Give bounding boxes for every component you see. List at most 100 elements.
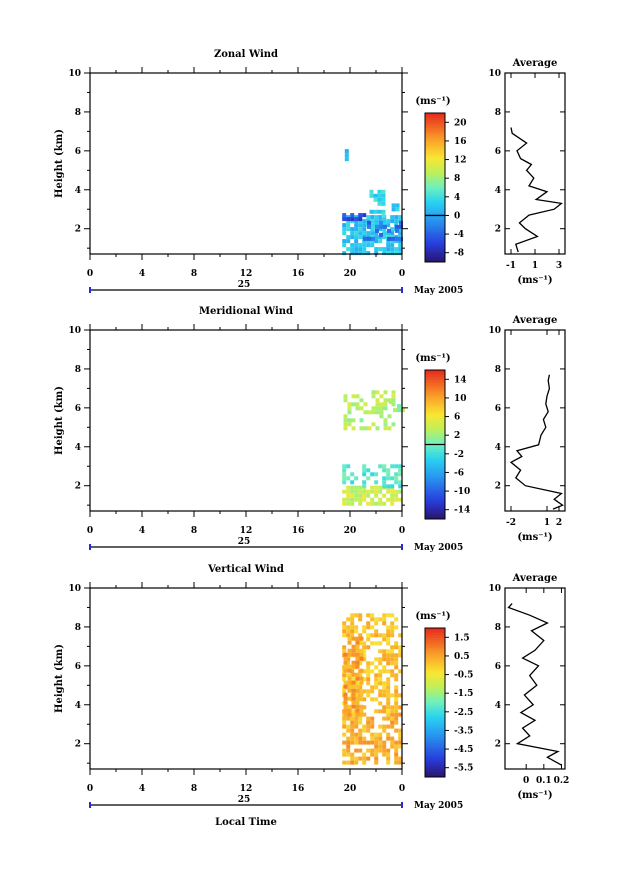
heatmap-cell xyxy=(398,760,403,765)
heatmap-cell xyxy=(370,243,375,248)
heatmap-cell xyxy=(394,744,399,749)
y-tick-label: 2 xyxy=(75,482,81,492)
heatmap-cell xyxy=(382,657,387,662)
heatmap-cell xyxy=(342,625,347,630)
heatmap-cell xyxy=(374,709,379,714)
heatmap-cell xyxy=(394,493,399,498)
colorbar-tick-label: 1.5 xyxy=(454,633,470,643)
heatmap-cell xyxy=(371,410,376,415)
heatmap-cell xyxy=(354,748,359,753)
colorbar-segment xyxy=(425,407,445,411)
colorbar-segment xyxy=(425,192,445,196)
x-tick-label: 8 xyxy=(191,526,197,536)
heatmap-cell xyxy=(354,227,359,232)
heatmap-cell xyxy=(374,677,379,682)
heatmap-cell xyxy=(370,740,375,745)
colorbar-unit-label: (ms⁻¹) xyxy=(415,353,450,364)
heatmap-cell xyxy=(358,501,363,506)
heatmap-cell xyxy=(354,239,359,244)
heatmap-cell xyxy=(358,732,363,737)
heatmap-cell xyxy=(359,398,364,403)
heatmap-cell xyxy=(342,501,347,506)
colorbar-segment xyxy=(425,685,445,689)
colorbar-frame xyxy=(424,627,446,778)
heatmap-cell xyxy=(374,247,379,252)
heatmap-cell xyxy=(382,501,387,506)
average-unit-label: (ms⁻¹) xyxy=(517,275,552,286)
colorbar-segment xyxy=(425,394,445,398)
colorbar-segment xyxy=(425,769,445,773)
heatmap-cell xyxy=(346,736,351,741)
heatmap-cell xyxy=(374,760,379,765)
heatmap-cell xyxy=(358,485,363,490)
heatmap-cell xyxy=(350,480,355,485)
heatmap-cell xyxy=(342,464,347,469)
colorbar-segment xyxy=(425,764,445,768)
colorbar-segment xyxy=(425,665,445,669)
heatmap-cell xyxy=(398,740,403,745)
heatmap-cell xyxy=(374,493,379,498)
colorbar-segment xyxy=(425,113,445,116)
heatmap-cell xyxy=(382,649,387,654)
heatmap-cell xyxy=(386,705,391,710)
colorbar-segment xyxy=(425,697,445,701)
heatmap-cell xyxy=(370,736,375,741)
heatmap-cell xyxy=(374,685,379,690)
heatmap-cell xyxy=(390,476,395,481)
heatmap-cell xyxy=(386,756,391,761)
colorbar-segment xyxy=(425,727,445,731)
heatmap-cell xyxy=(381,201,386,206)
colorbar-segment xyxy=(425,729,445,733)
heatmap-cell xyxy=(378,633,383,638)
colorbar-segment xyxy=(425,461,445,465)
heatmap-cell xyxy=(374,489,379,494)
heatmap-cell xyxy=(394,701,399,706)
heatmap-cell xyxy=(347,684,352,689)
heatmap-cell xyxy=(369,193,374,198)
heatmap-cell xyxy=(363,410,368,415)
heatmap-cell xyxy=(343,684,348,689)
heatmap-cell xyxy=(382,493,387,498)
heatmap-cell xyxy=(391,207,396,212)
heatmap-cell xyxy=(351,648,356,653)
heatmap-cell xyxy=(354,223,359,228)
heatmap-cell xyxy=(394,689,399,694)
colorbar-segment xyxy=(425,249,445,253)
colorbar-unit-label: (ms⁻¹) xyxy=(415,96,450,107)
colorbar-segment xyxy=(425,115,445,119)
heatmap-cell xyxy=(394,464,399,469)
heatmap-cell xyxy=(366,476,371,481)
heatmap-cell xyxy=(381,213,386,218)
colorbar-segment xyxy=(425,177,445,181)
heatmap-cell xyxy=(374,657,379,662)
heatmap-cell xyxy=(394,693,399,698)
y-tick-label: 4 xyxy=(75,443,81,453)
heatmap-cell xyxy=(343,394,348,399)
heatmap-cell xyxy=(351,664,356,669)
heatmap-cell xyxy=(374,621,379,626)
colorbar-segment xyxy=(425,234,445,238)
heatmap-cell xyxy=(382,681,387,686)
heatmap-cell xyxy=(359,636,364,641)
heatmap-cell xyxy=(350,489,355,494)
heatmap-cell xyxy=(390,243,395,248)
heatmap-cell xyxy=(366,637,371,642)
heatmap-cell xyxy=(386,701,391,706)
heatmap-cell xyxy=(358,720,363,725)
heatmap-cell xyxy=(358,497,363,502)
colorbar-segment xyxy=(425,709,445,713)
heatmap-cell xyxy=(378,247,383,252)
heatmap-cell xyxy=(362,247,367,252)
heatmap-cell xyxy=(370,689,375,694)
colorbar-segment xyxy=(425,370,445,373)
heatmap-cell xyxy=(377,193,382,198)
average-profile: Average 2 4 6 8 10 0 0.1 0.2(ms⁻¹) xyxy=(488,573,569,801)
colorbar-tick-label: 4 xyxy=(454,193,460,203)
colorbar-segment xyxy=(425,244,445,248)
heatmap-cell xyxy=(373,209,378,214)
heatmap-cell xyxy=(374,756,379,761)
colorbar-segment xyxy=(425,471,445,475)
colorbar-segment xyxy=(425,762,445,766)
heatmap-cell xyxy=(350,740,355,745)
heatmap-cell xyxy=(359,652,364,657)
